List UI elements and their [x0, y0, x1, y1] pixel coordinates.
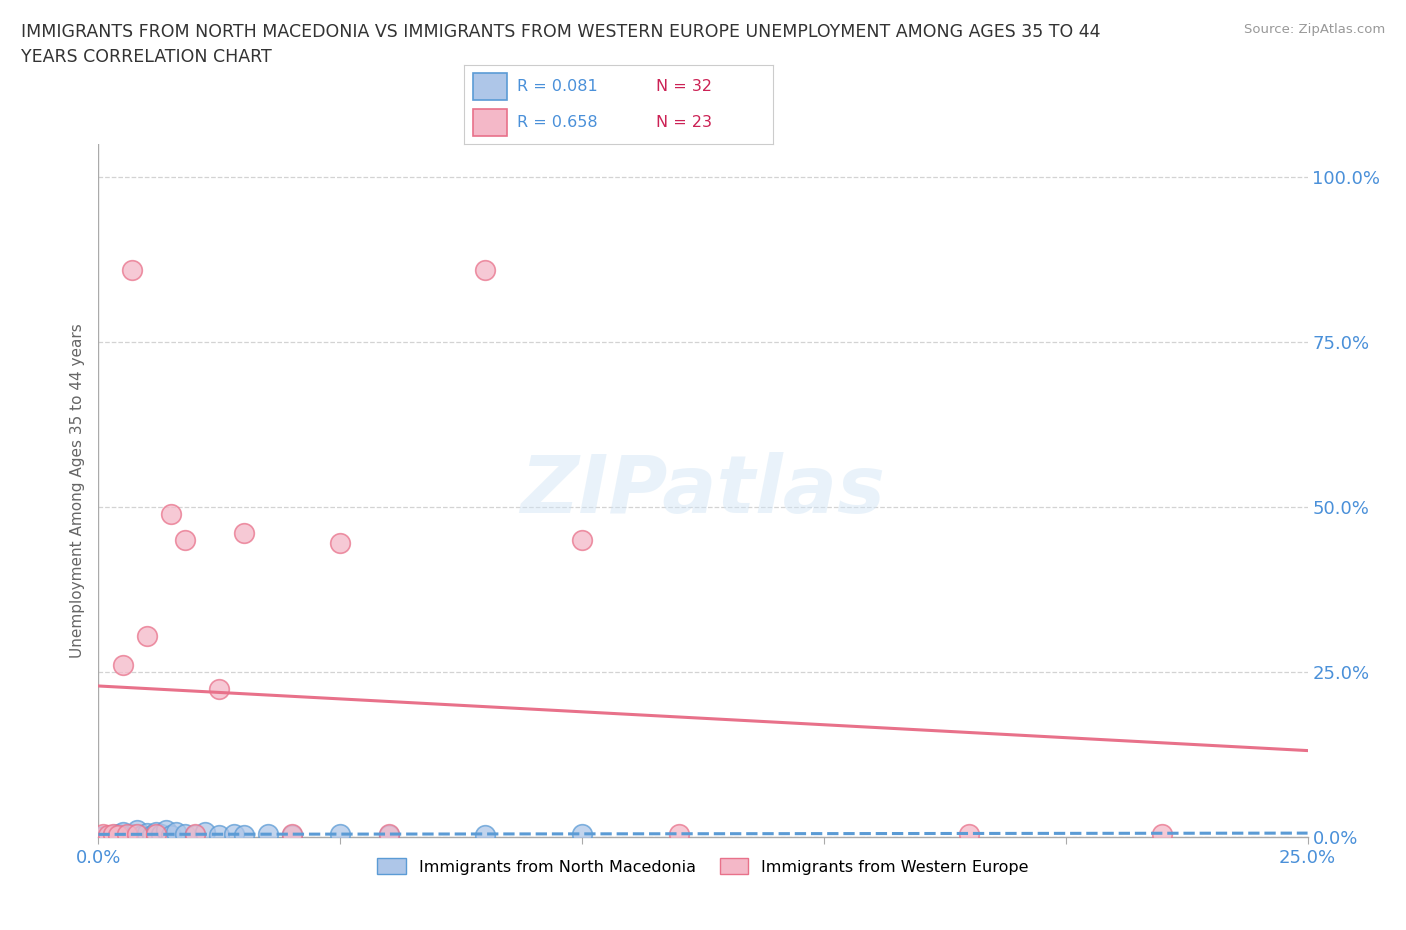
Point — [121, 262, 143, 277]
Point — [111, 830, 134, 844]
Point — [184, 828, 207, 843]
Point — [222, 826, 245, 841]
Point — [121, 830, 143, 844]
Point — [281, 826, 304, 841]
Point — [87, 830, 110, 844]
Point — [329, 536, 352, 551]
Point — [155, 823, 177, 838]
Point — [165, 824, 187, 839]
Point — [1152, 826, 1174, 841]
Point — [117, 828, 139, 843]
Point — [107, 828, 129, 843]
Point — [474, 828, 496, 843]
Point — [111, 658, 134, 673]
Text: N = 23: N = 23 — [655, 115, 711, 130]
Point — [121, 826, 143, 841]
Point — [208, 681, 231, 696]
Point — [101, 828, 124, 843]
Point — [145, 826, 167, 841]
Text: IMMIGRANTS FROM NORTH MACEDONIA VS IMMIGRANTS FROM WESTERN EUROPE UNEMPLOYMENT A: IMMIGRANTS FROM NORTH MACEDONIA VS IMMIG… — [21, 23, 1101, 66]
Legend: Immigrants from North Macedonia, Immigrants from Western Europe: Immigrants from North Macedonia, Immigra… — [371, 852, 1035, 881]
Point — [184, 826, 207, 841]
Point — [127, 826, 149, 841]
FancyBboxPatch shape — [474, 110, 508, 137]
Point — [377, 828, 399, 843]
Point — [135, 830, 157, 844]
Text: ZIPatlas: ZIPatlas — [520, 452, 886, 529]
Point — [194, 824, 217, 839]
Point — [281, 828, 304, 843]
FancyBboxPatch shape — [474, 73, 508, 100]
Point — [160, 828, 183, 843]
Text: Source: ZipAtlas.com: Source: ZipAtlas.com — [1244, 23, 1385, 36]
Point — [232, 526, 254, 541]
Point — [160, 506, 183, 521]
Point — [117, 826, 139, 841]
Point — [97, 830, 120, 844]
Point — [377, 826, 399, 841]
Point — [91, 826, 114, 841]
Point — [107, 826, 129, 841]
Point — [232, 828, 254, 843]
Point — [131, 828, 153, 843]
Point — [571, 533, 593, 548]
Point — [329, 826, 352, 841]
Point — [127, 823, 149, 838]
Point — [174, 826, 197, 841]
Point — [101, 826, 124, 841]
Point — [668, 826, 690, 841]
Point — [150, 826, 173, 841]
Point — [141, 828, 163, 843]
Point — [145, 824, 167, 839]
Point — [135, 629, 157, 644]
Point — [111, 824, 134, 839]
Point — [91, 829, 114, 844]
Point — [135, 826, 157, 841]
Point — [97, 828, 120, 843]
Point — [571, 826, 593, 841]
Point — [208, 828, 231, 843]
Y-axis label: Unemployment Among Ages 35 to 44 years: Unemployment Among Ages 35 to 44 years — [69, 324, 84, 658]
Point — [474, 262, 496, 277]
Text: N = 32: N = 32 — [655, 79, 711, 94]
Point — [174, 533, 197, 548]
Text: R = 0.658: R = 0.658 — [516, 115, 598, 130]
Text: R = 0.081: R = 0.081 — [516, 79, 598, 94]
Point — [256, 826, 278, 841]
Point — [957, 826, 980, 841]
